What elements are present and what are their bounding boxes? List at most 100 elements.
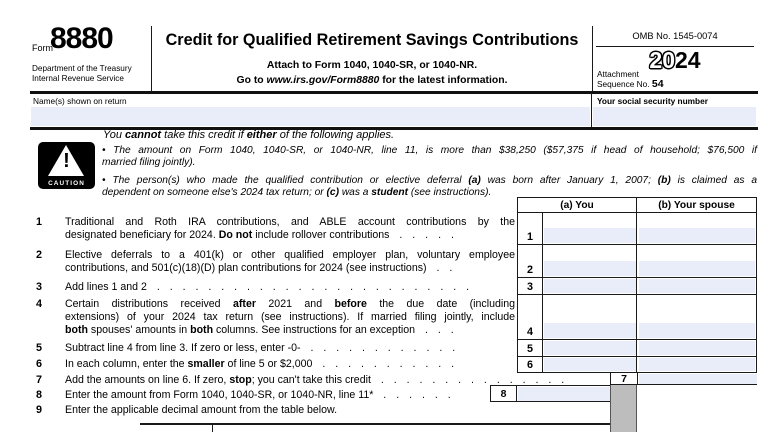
text-row: Subtract line 4 from line 3. If zero or … xyxy=(65,342,515,355)
line-8-text: Enter the amount from Form 1040, 1040-SR… xyxy=(65,389,515,402)
line-4-number-box: 4 xyxy=(518,295,543,339)
line-8-number: 8 xyxy=(36,389,43,401)
name-field[interactable] xyxy=(31,107,590,126)
text-row: Add the amounts on line 6. If zero, stop… xyxy=(65,374,610,387)
blocked-no-entry-cell xyxy=(610,385,637,432)
text-segment: of the following applies. xyxy=(276,129,395,141)
text-segment: (see instructions). xyxy=(408,186,492,198)
line-9-number: 9 xyxy=(36,404,43,416)
text-row: married filing jointly). xyxy=(102,157,757,169)
sequence-number: 54 xyxy=(651,78,664,90)
line-2-number: 2 xyxy=(36,249,43,261)
text-segment: student xyxy=(371,186,409,198)
line-5-spouse-field[interactable] xyxy=(638,341,755,355)
text-row: In each column, enter the smaller of lin… xyxy=(65,358,515,371)
form-line-2: 2 Elective deferrals to a 401(k) or othe… xyxy=(30,249,550,275)
text-segment: take this credit if xyxy=(161,129,247,141)
form-line-3: 3 Add lines 1 and 2 . . . . . . . . . . … xyxy=(30,281,550,294)
text-segment: ; you can't take this credit xyxy=(251,374,371,386)
text-segment: before xyxy=(334,298,367,310)
line-3-col-divider xyxy=(543,278,637,294)
text-segment: stop xyxy=(229,374,252,386)
text-segment: Add lines 1 and 2 xyxy=(65,281,147,293)
text-row: dependent on someone else's 2024 tax ret… xyxy=(102,187,757,199)
dot-leader: . . xyxy=(426,262,453,274)
text-segment: spouses' amounts in xyxy=(87,324,191,336)
dot-leader: . . . . . xyxy=(389,229,454,241)
text-segment: 2021 and xyxy=(255,298,335,310)
text-segment: was born after January 1, 2007; xyxy=(480,175,658,186)
dot-leader: . . . . . . . . . . . . . . . . . . . . … xyxy=(146,281,470,293)
line-7-total-field[interactable] xyxy=(639,373,757,384)
text-segment: cannot xyxy=(125,129,162,141)
line-4-you-field[interactable] xyxy=(544,323,636,338)
line-6-number: 6 xyxy=(36,358,43,370)
text-segment: • The amount on Form 1040, 1040-SR, or 1… xyxy=(102,145,757,156)
ssn-field[interactable] xyxy=(593,107,756,126)
tax-year-outline: 20 xyxy=(649,47,675,73)
text-segment: dependent on someone else's 2024 tax ret… xyxy=(102,186,327,198)
irs-label: Internal Revenue Service xyxy=(32,74,124,83)
line-4-text: Certain distributions received after 202… xyxy=(65,298,515,337)
grid-row-1: 1 xyxy=(517,213,757,245)
text-segment: contributions, and 501(c)(18)(D) plan co… xyxy=(65,262,427,274)
line-1-you-field[interactable] xyxy=(544,228,636,243)
line-6-col-divider xyxy=(543,357,637,372)
text-segment: Enter the applicable decimal amount from… xyxy=(65,404,338,416)
line-6-spouse-field[interactable] xyxy=(638,358,755,371)
dot-leader: . . . . . . . . . . . . xyxy=(300,342,456,354)
form-line-7: 7 Add the amounts on line 6. If zero, st… xyxy=(30,374,564,387)
line-6-you-field[interactable] xyxy=(544,358,636,371)
text-row: both spouses' amounts in both columns. S… xyxy=(65,324,515,337)
line-3-spouse-field[interactable] xyxy=(638,279,755,293)
line-2-you-field[interactable] xyxy=(544,261,636,276)
line-5-number-box: 5 xyxy=(518,340,543,356)
text-row: contributions, and 501(c)(18)(D) plan co… xyxy=(65,262,515,275)
text-segment: both xyxy=(190,324,214,336)
name-label: Name(s) shown on return xyxy=(33,96,127,106)
form-line-5: 5 Subtract line 4 from line 3. If zero o… xyxy=(30,342,550,355)
line-3-you-field[interactable] xyxy=(544,279,636,293)
ssn-divider xyxy=(591,93,593,127)
decimal-table-top xyxy=(140,423,610,432)
line-1-spouse-field[interactable] xyxy=(638,228,755,243)
text-segment: Traditional and Roth IRA contributions, … xyxy=(65,216,515,228)
form-word-label: Form xyxy=(32,43,53,53)
warning-triangle-icon xyxy=(48,145,84,176)
text-segment: was a xyxy=(338,186,372,198)
grid-row-6: 6 xyxy=(517,357,757,373)
line-4-number: 4 xyxy=(36,298,43,310)
form-line-6: 6 In each column, enter the smaller of l… xyxy=(30,358,550,371)
line-2-col-divider xyxy=(543,245,637,277)
text-segment: include rollover contributions xyxy=(252,229,390,241)
text-segment: Certain distributions received xyxy=(65,298,234,310)
line-3-number: 3 xyxy=(36,281,43,293)
dept-treasury-label: Department of the Treasury xyxy=(32,64,132,73)
line-5-text: Subtract line 4 from line 3. If zero or … xyxy=(65,342,515,355)
text-row: Traditional and Roth IRA contributions, … xyxy=(65,216,515,229)
line-8-amount-field[interactable] xyxy=(518,386,610,401)
text-segment: (c) xyxy=(326,186,339,198)
line-4-spouse-field[interactable] xyxy=(638,323,755,338)
line-7-number-box: 7 xyxy=(611,373,638,385)
text-segment: designated beneficiary for 2024. xyxy=(65,229,219,241)
text-row: extensions) of your 2024 tax return (see… xyxy=(65,311,515,324)
text-segment: is claimed as a xyxy=(670,175,757,186)
ssn-label: Your social security number xyxy=(597,96,708,106)
irs-url-link[interactable]: www.irs.gov/Form8880 xyxy=(266,75,380,86)
dot-leader: . . . xyxy=(415,324,454,336)
text-segment: Add the amounts on line 6. If zero, xyxy=(65,374,230,386)
text-segment: married filing jointly). xyxy=(102,156,196,168)
line-1-text: Traditional and Roth IRA contributions, … xyxy=(65,216,515,242)
goto-prefix: Go to xyxy=(236,75,267,86)
form-line-9: 9 Enter the applicable decimal amount fr… xyxy=(30,404,550,417)
line-5-you-field[interactable] xyxy=(544,341,636,355)
line-2-spouse-field[interactable] xyxy=(638,261,755,276)
text-segment: (b) xyxy=(657,175,671,186)
text-row: Add lines 1 and 2 . . . . . . . . . . . … xyxy=(65,281,515,294)
text-segment: Elective deferrals to a 401(k) or other … xyxy=(65,249,515,261)
name-row-rule xyxy=(30,127,758,130)
line-2-text: Elective deferrals to a 401(k) or other … xyxy=(65,249,515,275)
line-8-number-box: 8 xyxy=(491,386,517,401)
